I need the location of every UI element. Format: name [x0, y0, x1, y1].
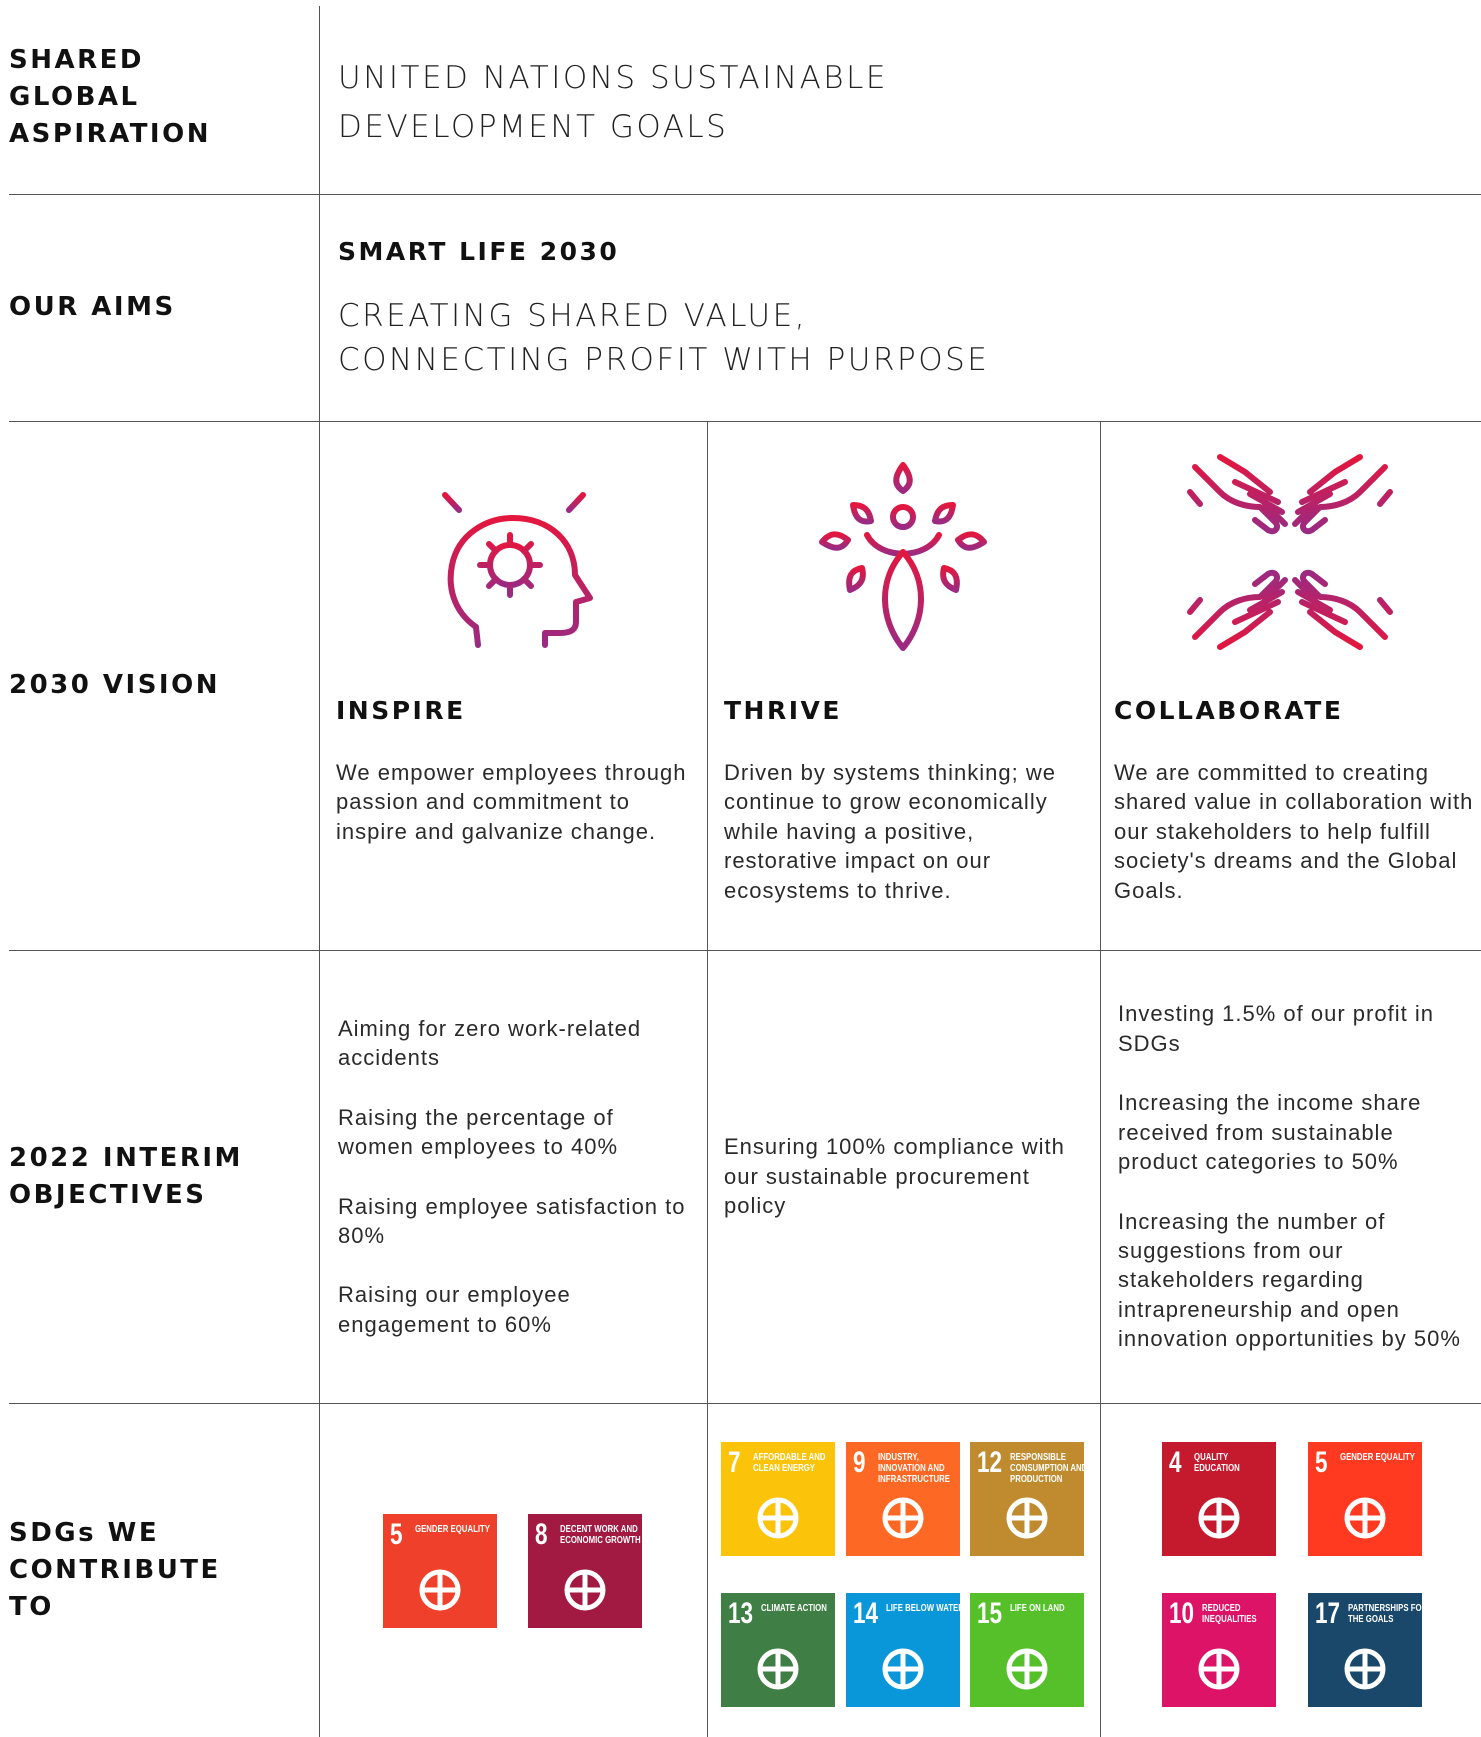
divider	[1100, 421, 1101, 1737]
sdg-number: 4	[1169, 1446, 1182, 1479]
divider	[707, 421, 708, 1737]
row-label-line: TO	[9, 1591, 54, 1622]
objective: Ensuring 100% compliance with our sustai…	[724, 1134, 1065, 1219]
sdg-number: 14	[853, 1597, 879, 1630]
sdg-icon	[882, 1648, 924, 1690]
row-label-line: CONTRIBUTE	[9, 1554, 221, 1585]
sdg-title: LIFE BELOW WATER	[886, 1603, 960, 1614]
sdg-tile: 5 GENDER EQUALITY	[383, 1514, 497, 1628]
vision-title: THRIVE	[724, 696, 842, 725]
row-label-line: GLOBAL	[9, 81, 140, 112]
sdg-icon	[1344, 1648, 1386, 1690]
sdg-tile: 13 CLIMATE ACTION	[721, 1593, 835, 1707]
row-label: SDGs WE CONTRIBUTE TO	[9, 1403, 309, 1737]
sdg-tile: 9 INDUSTRY, INNOVATION AND INFRASTRUCTURE	[846, 1442, 960, 1556]
thrive-icon	[819, 462, 987, 651]
sdg-title: GENDER EQUALITY	[415, 1524, 490, 1535]
sdg-title: CLIMATE ACTION	[761, 1603, 827, 1614]
aims-text: CREATING SHARED VALUE, CONNECTING PROFIT …	[338, 294, 989, 382]
sdg-title: QUALITY EDUCATION	[1194, 1452, 1240, 1474]
sdg-title: DECENT WORK AND ECONOMIC GROWTH	[560, 1524, 641, 1546]
sdg-title: INDUSTRY, INNOVATION AND INFRASTRUCTURE	[878, 1452, 950, 1485]
sdg-title: RESPONSIBLE CONSUMPTION AND PRODUCTION	[1010, 1452, 1084, 1485]
sdg-tile: 5 GENDER EQUALITY	[1308, 1442, 1422, 1556]
sdg-title: GENDER EQUALITY	[1340, 1452, 1415, 1463]
sdg-number: 12	[977, 1446, 1003, 1479]
aims-line: CONNECTING PROFIT WITH PURPOSE	[338, 342, 990, 378]
row-label-line: ASPIRATION	[9, 118, 211, 149]
sdg-tile: 4 QUALITY EDUCATION	[1162, 1442, 1276, 1556]
sdg-number: 5	[390, 1518, 403, 1551]
collaborate-icon	[1187, 454, 1390, 647]
vision-title: INSPIRE	[336, 696, 466, 725]
row-label: 2022 INTERIM OBJECTIVES	[9, 950, 309, 1403]
sdg-icon	[1344, 1497, 1386, 1539]
sdg-icon	[1198, 1648, 1240, 1690]
sdg-number: 8	[535, 1518, 548, 1551]
sdg-tile: 12 RESPONSIBLE CONSUMPTION AND PRODUCTION	[970, 1442, 1084, 1556]
objective: Increasing the income share received fro…	[1118, 1090, 1422, 1175]
row-label: 2030 VISION	[9, 421, 309, 950]
row-label-line: 2022 INTERIM	[9, 1142, 243, 1173]
sdg-icon	[757, 1648, 799, 1690]
sdg-tile: 7 AFFORDABLE AND CLEAN ENERGY	[721, 1442, 835, 1556]
vision-text: We are committed to creating shared valu…	[1114, 760, 1474, 903]
sdg-number: 10	[1169, 1597, 1195, 1630]
aspiration-text: UNITED NATIONS SUSTAINABLE DEVELOPMENT GO…	[338, 0, 888, 194]
objective: Raising employee satisfaction to 80%	[338, 1193, 686, 1248]
objective: Investing 1.5% of our profit in SDGs	[1118, 1001, 1434, 1056]
sdg-icon	[1006, 1497, 1048, 1539]
sdg-icon	[757, 1497, 799, 1539]
sdg-number: 9	[853, 1446, 866, 1479]
vision-text: Driven by systems thinking; we continue …	[724, 760, 1056, 903]
sdg-number: 7	[728, 1446, 741, 1479]
divider	[9, 1403, 1481, 1404]
row-label-line: SDGs WE	[9, 1517, 160, 1548]
sdg-title: AFFORDABLE AND CLEAN ENERGY	[753, 1452, 826, 1474]
sdg-icon	[1006, 1648, 1048, 1690]
sdg-icon	[882, 1497, 924, 1539]
sdg-number: 15	[977, 1597, 1003, 1630]
aspiration-line: UNITED NATIONS SUSTAINABLE	[338, 60, 888, 96]
sdg-tile: 14 LIFE BELOW WATER	[846, 1593, 960, 1707]
aims-line: CREATING SHARED VALUE,	[338, 298, 808, 334]
vision-title: COLLABORATE	[1114, 696, 1344, 725]
aims-heading: SMART LIFE 2030	[338, 237, 620, 266]
objectives-column: Investing 1.5% of our profit in SDGs Incr…	[1118, 950, 1473, 1403]
inspire-icon	[411, 462, 615, 648]
sdg-title: LIFE ON LAND	[1010, 1603, 1065, 1614]
objective: Raising the percentage of women employee…	[338, 1104, 619, 1160]
sdg-icon	[564, 1569, 606, 1611]
row-label: SHARED GLOBAL ASPIRATION	[9, 0, 309, 194]
divider	[9, 421, 1481, 422]
objectives-column: Aiming for zero work-related accidents Ra…	[338, 950, 688, 1403]
divider	[9, 194, 1481, 195]
sdg-number: 5	[1315, 1446, 1328, 1479]
objectives-column: Ensuring 100% compliance with our sustai…	[724, 950, 1084, 1403]
sdg-tile: 8 DECENT WORK AND ECONOMIC GROWTH	[528, 1514, 642, 1628]
objective: Aiming for zero work-related accidents	[338, 1015, 642, 1071]
sdg-tile: 10 REDUCED INEQUALITIES	[1162, 1593, 1276, 1707]
sdg-icon	[1198, 1497, 1240, 1539]
sdg-number: 13	[728, 1597, 754, 1630]
sdg-number: 17	[1315, 1597, 1341, 1630]
vision-icons	[411, 454, 1481, 651]
aspiration-line: DEVELOPMENT GOALS	[338, 109, 729, 145]
objective: Raising our employee engagement to 60%	[338, 1282, 571, 1337]
objective: Increasing the number of suggestions fro…	[1118, 1208, 1461, 1352]
row-label-line: OBJECTIVES	[9, 1179, 207, 1210]
divider	[9, 950, 1481, 951]
row-label-line: SHARED	[9, 44, 144, 75]
sdg-title: REDUCED INEQUALITIES	[1202, 1603, 1257, 1625]
row-label-line: OUR AIMS	[9, 292, 176, 322]
divider	[319, 6, 320, 1737]
row-label-line: 2030 VISION	[9, 670, 220, 700]
sdg-tile: 17 PARTNERSHIPS FOR THE GOALS	[1308, 1593, 1422, 1707]
row-label: OUR AIMS	[9, 194, 309, 421]
sdg-icon	[419, 1569, 461, 1611]
sdg-tile: 15 LIFE ON LAND	[970, 1593, 1084, 1707]
vision-text: We empower employees through passion and…	[336, 760, 687, 844]
sdg-title: PARTNERSHIPS FOR THE GOALS	[1348, 1603, 1422, 1625]
